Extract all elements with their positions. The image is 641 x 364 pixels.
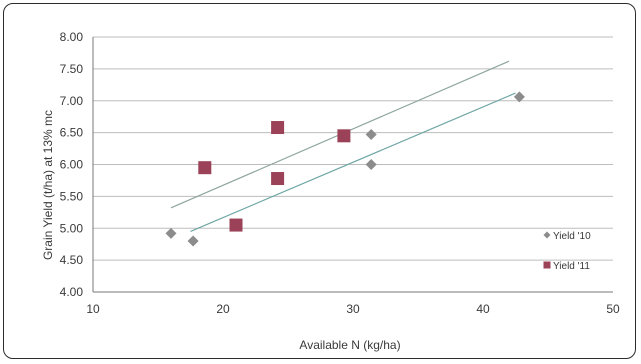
data-point: [229, 218, 243, 232]
y-tick-label: 5.50: [60, 189, 84, 203]
x-tick-label: 10: [86, 302, 100, 316]
data-point: [365, 159, 377, 170]
legend-label-1: Yield '10: [553, 231, 591, 242]
trendline-1: [190, 92, 516, 232]
y-tick-label: 6.50: [60, 126, 84, 140]
legend-label-2: Yield '11: [553, 261, 590, 272]
y-axis-label: Grain Yield (t/ha) at 13% mc: [41, 110, 55, 260]
trendlines: [170, 60, 516, 232]
y-tick-label: 7.00: [60, 94, 84, 108]
grid-lines: [92, 36, 613, 293]
data-point: [513, 91, 525, 103]
y-tick-label: 5.00: [60, 221, 84, 235]
legend-marker-1: [543, 231, 551, 239]
data-point: [198, 161, 212, 175]
y-tick-label: 7.50: [60, 62, 84, 76]
y-tick-label: 6.00: [60, 158, 84, 172]
data-point: [187, 235, 199, 247]
x-tick-label: 40: [476, 302, 490, 316]
data-point: [365, 129, 377, 141]
data-point: [271, 121, 285, 135]
legend-marker-2: [543, 261, 551, 269]
x-tick-label: 30: [346, 302, 360, 316]
data-point: [337, 129, 351, 143]
y-tick-label: 8.00: [60, 30, 84, 44]
x-tick-label: 20: [216, 302, 230, 316]
data-point: [165, 227, 177, 239]
data-points: [165, 91, 525, 247]
y-tick-label: 4.00: [60, 285, 84, 299]
data-point: [271, 172, 285, 186]
x-axis-ticks: 10 20 30 40 50: [86, 302, 620, 316]
chart-frame: [3, 3, 636, 359]
y-tick-label: 4.50: [60, 253, 84, 267]
x-axis-label: Available N (kg/ha): [299, 338, 400, 352]
legend: Yield '10 Yield '11: [543, 231, 591, 272]
y-axis-ticks: 4.00 4.50 5.00 5.50 6.00 6.50 7.00 7.50 8.00: [60, 30, 84, 299]
x-tick-label: 50: [606, 302, 620, 316]
